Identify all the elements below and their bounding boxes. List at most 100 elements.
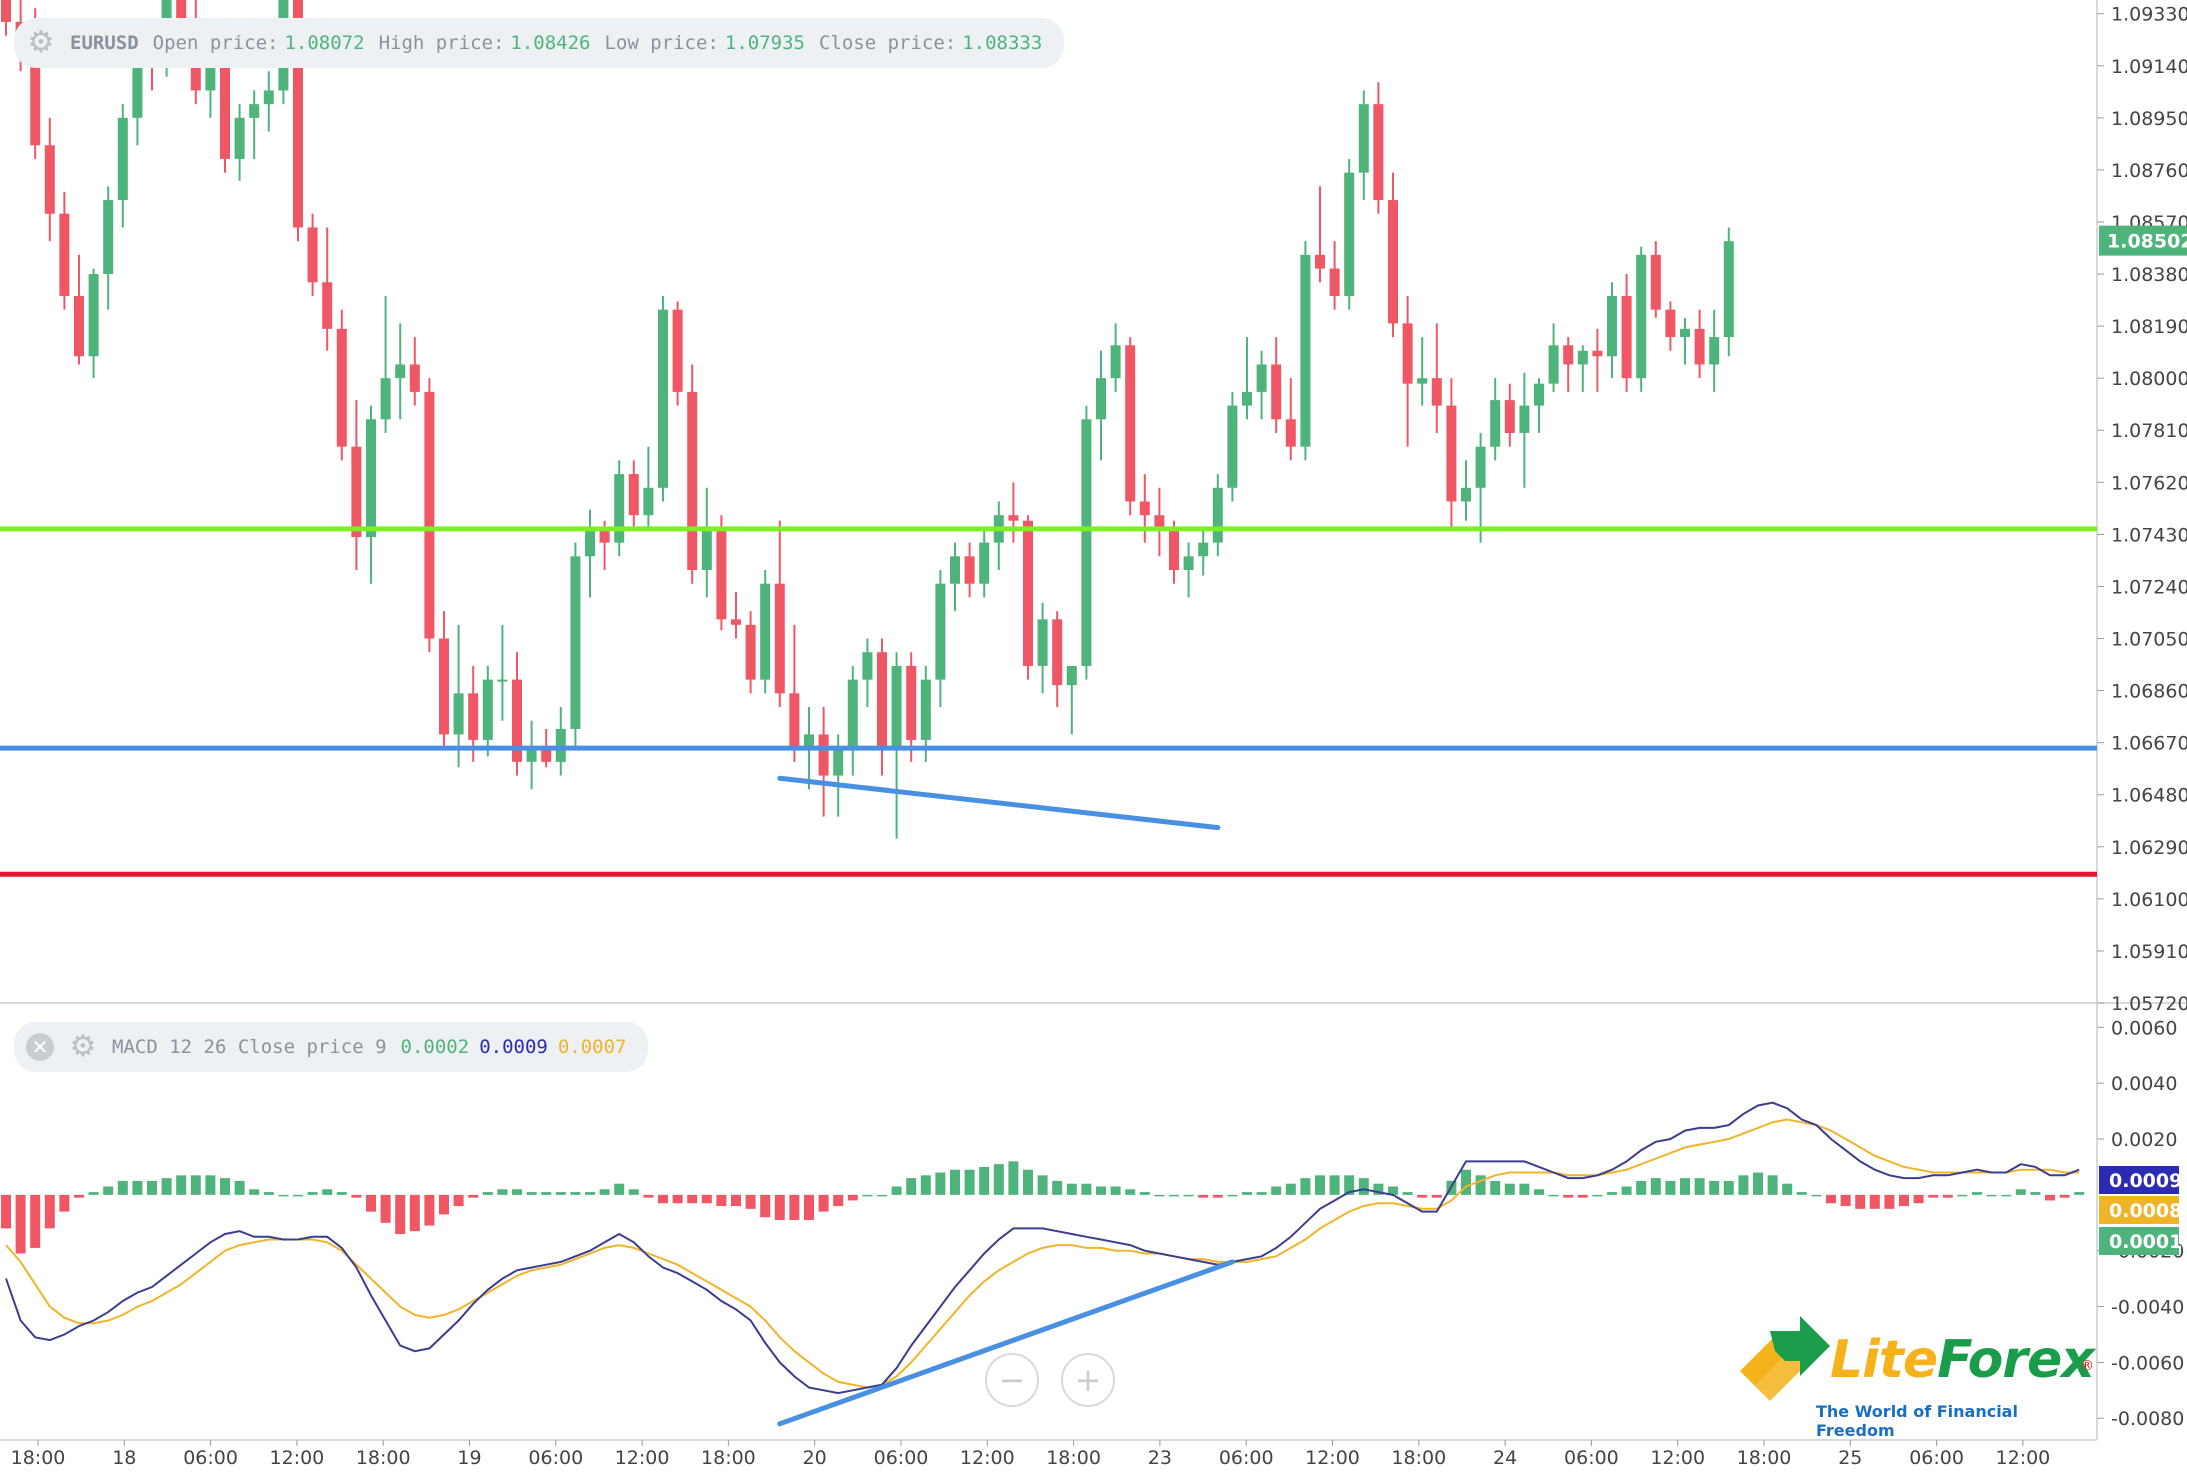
- price-tick-label: 1.08000: [2111, 368, 2187, 390]
- candle-body: [409, 364, 420, 392]
- histogram-bar: [278, 1194, 289, 1197]
- candle-body: [526, 748, 537, 762]
- histogram-bar: [935, 1172, 946, 1195]
- histogram-bar: [745, 1194, 756, 1209]
- histogram-bar: [1694, 1178, 1705, 1195]
- candle-body: [366, 419, 376, 538]
- candle-body: [1271, 364, 1282, 420]
- histogram-bar: [760, 1194, 771, 1218]
- time-tick-label: 12:00: [270, 1447, 325, 1469]
- histogram-bar: [1942, 1194, 1953, 1198]
- histogram-bar: [439, 1194, 449, 1215]
- histogram-bar: [351, 1194, 362, 1198]
- histogram-bar: [1431, 1194, 1442, 1198]
- candle-body: [599, 528, 610, 543]
- candle-body: [643, 487, 654, 516]
- histogram-bar: [1344, 1175, 1355, 1195]
- histogram-bar: [307, 1192, 318, 1195]
- candle-body: [906, 665, 917, 740]
- histogram-bar: [1796, 1192, 1807, 1195]
- histogram-bar: [701, 1194, 712, 1204]
- candle-body: [205, 63, 216, 91]
- histogram-bar: [1125, 1189, 1136, 1195]
- price-trendline: [777, 775, 1221, 831]
- candle-body: [132, 49, 143, 118]
- histogram-bar: [1358, 1178, 1369, 1195]
- candle-body: [1621, 295, 1632, 379]
- time-tick-label: 18:00: [701, 1447, 756, 1469]
- histogram-bar: [30, 1194, 41, 1248]
- histogram-bar: [1183, 1194, 1194, 1197]
- logo-registered: ®: [2080, 1358, 2094, 1374]
- candle-body: [1139, 501, 1150, 516]
- histogram-bar: [453, 1194, 464, 1207]
- candle-body: [672, 309, 683, 392]
- histogram-bar: [614, 1183, 625, 1195]
- candle-body: [1563, 345, 1574, 365]
- candle-body: [1665, 309, 1676, 338]
- histogram-bar: [2059, 1194, 2070, 1198]
- macd-value-tag: [2099, 1196, 2179, 1224]
- candle-body: [468, 693, 479, 740]
- candle-body: [614, 474, 625, 543]
- histogram-bar: [920, 1175, 931, 1195]
- time-tick-label: 06:00: [183, 1447, 238, 1469]
- candle-body: [1709, 337, 1720, 365]
- histogram-bar: [497, 1189, 508, 1195]
- candle-body: [1344, 172, 1355, 296]
- histogram-bar: [293, 1194, 303, 1197]
- time-tick-label: 18:00: [1046, 1447, 1101, 1469]
- liteforex-logo: LiteForex ® The World of Financial Freed…: [1730, 1308, 2100, 1440]
- histogram-bar: [395, 1194, 406, 1234]
- histogram-bar: [322, 1189, 333, 1195]
- candle-body: [1154, 515, 1165, 529]
- candle-body: [234, 117, 245, 159]
- candle-body: [322, 282, 333, 329]
- histogram-bar: [1023, 1169, 1033, 1195]
- histogram-bar: [1154, 1194, 1165, 1197]
- candle-body: [1475, 446, 1486, 488]
- gear-icon[interactable]: ⚙: [69, 1029, 97, 1064]
- candle-body: [1534, 383, 1544, 406]
- histogram-bar: [1913, 1194, 1924, 1204]
- zoom-in-button[interactable]: +: [1061, 1353, 1115, 1407]
- histogram-bar: [512, 1189, 522, 1195]
- time-tick-label: 18:00: [1737, 1447, 1792, 1469]
- time-tick-label: 24: [1493, 1447, 1517, 1469]
- candle-body: [731, 619, 741, 625]
- gear-icon[interactable]: ⚙: [27, 25, 55, 60]
- close-icon[interactable]: ✕: [26, 1033, 54, 1061]
- candle-body: [1198, 542, 1209, 557]
- histogram-bar: [1709, 1180, 1720, 1195]
- candle-body: [1023, 520, 1033, 666]
- zoom-out-button[interactable]: −: [985, 1353, 1039, 1407]
- macd-legend: ✕ ⚙ MACD 12 26 Close price 9 0.0002 0.00…: [14, 1022, 649, 1072]
- candle-body: [395, 364, 406, 379]
- histogram-bar: [570, 1192, 581, 1195]
- logo-mark-icon: [1740, 1316, 1830, 1401]
- time-tick-label: 18:00: [11, 1447, 66, 1469]
- candle-body: [1183, 556, 1194, 571]
- histogram-bar: [672, 1194, 683, 1204]
- histogram-bar: [1388, 1186, 1398, 1195]
- macd-line: [5, 1101, 2080, 1395]
- candle-body: [1066, 665, 1077, 686]
- candle-body: [1037, 619, 1048, 666]
- histogram-bar: [1840, 1194, 1851, 1207]
- time-tick-label: 06:00: [1219, 1447, 1274, 1469]
- histogram-bar: [789, 1194, 800, 1220]
- price-tick-label: 1.08190: [2111, 316, 2187, 338]
- legend-close-value: 1.08333: [962, 32, 1043, 54]
- candle-body: [351, 446, 362, 538]
- histogram-bar: [1300, 1178, 1311, 1195]
- histogram-bar: [1899, 1194, 1909, 1207]
- time-tick-label: 18:00: [1391, 1447, 1446, 1469]
- candle-body: [103, 200, 114, 275]
- candle-body: [920, 679, 931, 740]
- histogram-bar: [336, 1192, 347, 1195]
- macd-value-tag-label: 0.0008: [2109, 1200, 2182, 1222]
- candle-body: [1607, 295, 1617, 357]
- histogram-bar: [2015, 1189, 2026, 1195]
- time-tick-label: 12:00: [960, 1447, 1015, 1469]
